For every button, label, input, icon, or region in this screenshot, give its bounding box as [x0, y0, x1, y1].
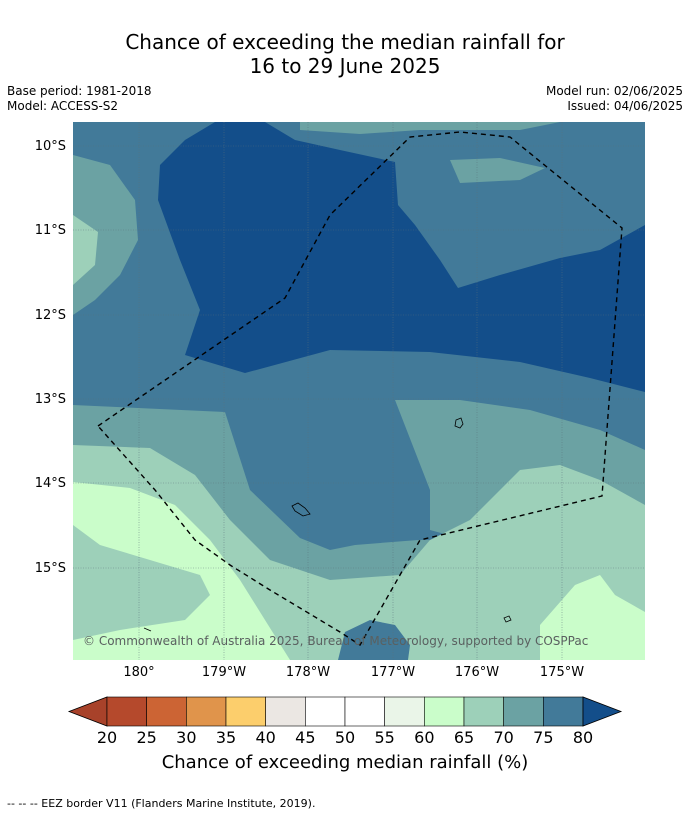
colorbar-tick-20: 20 — [96, 728, 118, 747]
colorbar-swatch-70 — [503, 696, 544, 727]
colorbar-swatch-20 — [106, 696, 147, 727]
colorbar-arrow-high — [582, 696, 623, 727]
lon-label-178w: 178°W — [285, 665, 331, 680]
lat-label-14s: 14°S — [34, 476, 66, 491]
island-1 — [454, 417, 464, 429]
colorbar-swatch-55 — [384, 696, 425, 727]
island-3 — [503, 615, 512, 623]
colorbar-arrow-low — [67, 696, 108, 727]
colorbar-swatch-30 — [186, 696, 227, 727]
lon-label-175w: 175°W — [539, 665, 585, 680]
colorbar-swatch-65 — [463, 696, 504, 727]
lat-label-11s: 11°S — [34, 223, 66, 238]
region-60-right — [540, 575, 645, 660]
region-70-top-right — [450, 158, 545, 183]
colorbar-tick-30: 30 — [176, 728, 197, 747]
meta-right: Model run: 02/06/2025 Issued: 04/06/2025 — [546, 84, 683, 114]
region-60-lower — [73, 482, 290, 660]
island-4 — [143, 627, 152, 632]
map-title: Chance of exceeding the median rainfall … — [0, 30, 690, 78]
colorbar-swatch-60 — [424, 696, 465, 727]
lon-label-177w: 177°W — [370, 665, 416, 680]
island-2 — [291, 502, 311, 517]
lon-label-179w: 179°W — [201, 665, 247, 680]
colorbar-swatch-75 — [543, 696, 584, 727]
lon-label-180: 180° — [123, 665, 155, 680]
colorbar-tick-75: 75 — [533, 728, 554, 747]
colorbar-swatch-40 — [265, 696, 306, 727]
region-70-left — [73, 155, 138, 315]
meta-left: Base period: 1981-2018 Model: ACCESS-S2 — [7, 84, 152, 114]
colorbar-tick-45: 45 — [295, 728, 316, 747]
colorbar-tick-40: 40 — [255, 728, 276, 747]
colorbar-title: Chance of exceeding median rainfall (%) — [161, 752, 529, 773]
colorbar-swatch-25 — [146, 696, 187, 727]
model-name: Model: ACCESS-S2 — [7, 99, 119, 113]
colorbar-tick-25: 25 — [136, 728, 157, 747]
colorbar-tick-80: 80 — [572, 728, 594, 747]
map-area: © Commonwealth of Australia 2025, Bureau… — [73, 122, 645, 660]
issued-date: Issued: 04/06/2025 — [567, 99, 683, 113]
colorbar-tick-55: 55 — [374, 728, 395, 747]
lat-label-15s: 15°S — [34, 561, 66, 576]
region-75-bottom — [338, 620, 410, 660]
model-run: Model run: 02/06/2025 — [545, 84, 683, 98]
base-period: Base period: 1981-2018 — [7, 84, 152, 98]
colorbar-swatch-45 — [305, 696, 346, 727]
colorbar-tick-70: 70 — [493, 728, 514, 747]
region-65-left — [73, 215, 98, 285]
region-70-top — [300, 122, 560, 134]
title-line-2: 16 to 29 June 2025 — [249, 54, 441, 78]
colorbar-swatch-50 — [344, 696, 385, 727]
colorbar — [67, 696, 623, 727]
lon-label-176w: 176°W — [454, 665, 500, 680]
eez-legend-note: -- -- -- EEZ border V11 (Flanders Marine… — [7, 797, 316, 810]
copyright-notice: © Commonwealth of Australia 2025, Bureau… — [83, 634, 588, 648]
colorbar-tick-60: 60 — [414, 728, 435, 747]
lat-label-10s: 10°S — [34, 139, 66, 154]
colorbar-tick-50: 50 — [334, 728, 356, 747]
colorbar-tick-65: 65 — [453, 728, 475, 747]
colorbar-tick-35: 35 — [215, 728, 237, 747]
lat-label-13s: 13°S — [34, 392, 66, 407]
gridlines — [73, 122, 645, 660]
lat-label-12s: 12°S — [34, 308, 66, 323]
region-80 — [158, 122, 645, 392]
colorbar-swatch-35 — [225, 696, 266, 727]
eez-border — [96, 131, 623, 646]
title-line-1: Chance of exceeding the median rainfall … — [125, 30, 565, 54]
